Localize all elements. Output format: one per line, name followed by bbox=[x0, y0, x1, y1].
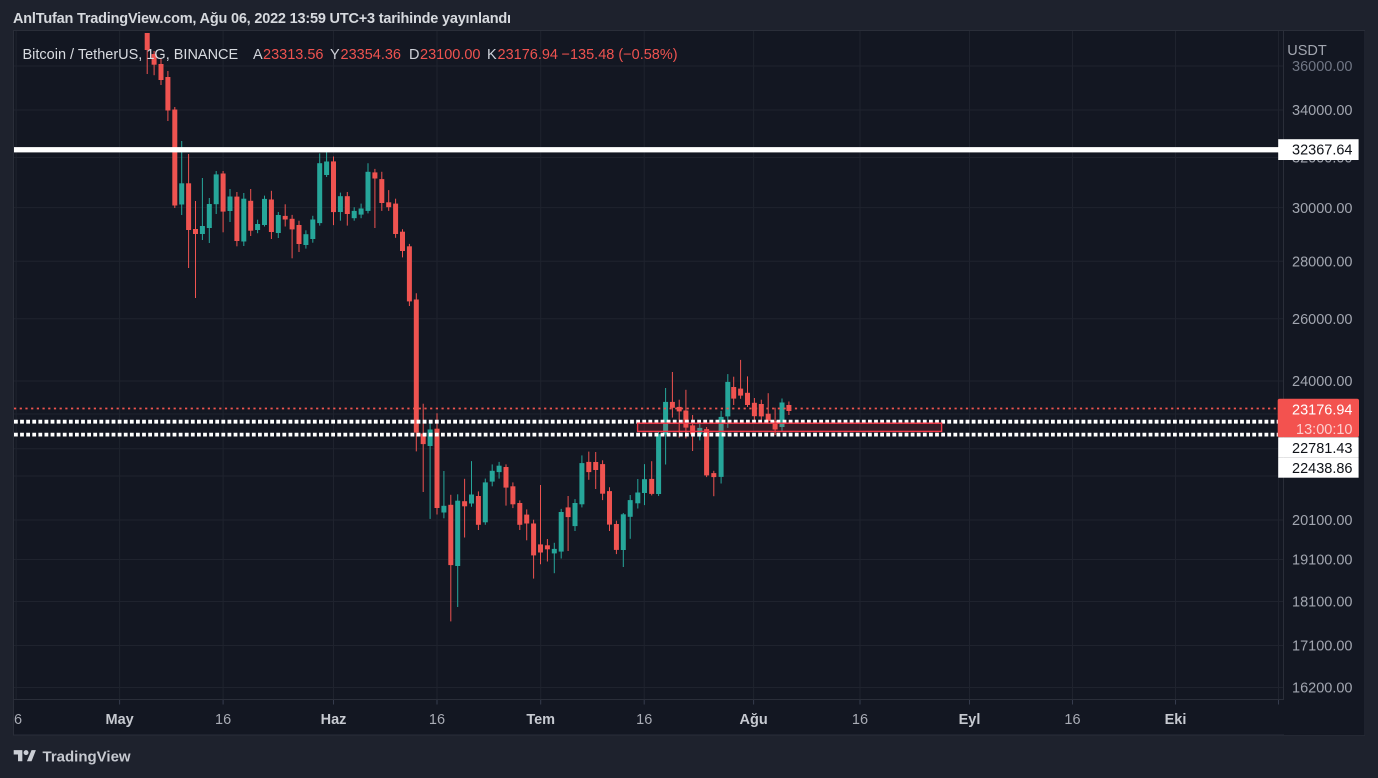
svg-text:TradingView: TradingView bbox=[43, 749, 131, 766]
svg-text:16: 16 bbox=[852, 712, 868, 728]
svg-text:30000.00: 30000.00 bbox=[1292, 201, 1352, 217]
svg-text:22781.43: 22781.43 bbox=[1292, 441, 1352, 457]
svg-text:16200.00: 16200.00 bbox=[1292, 681, 1352, 697]
svg-text:K: K bbox=[487, 47, 497, 63]
svg-text:23176.94: 23176.94 bbox=[498, 47, 558, 63]
svg-text:16: 16 bbox=[1064, 712, 1080, 728]
svg-text:18100.00: 18100.00 bbox=[1292, 595, 1352, 611]
svg-text:Ağu: Ağu bbox=[740, 712, 768, 728]
svg-text:13:00:10: 13:00:10 bbox=[1296, 422, 1352, 438]
svg-text:23176.94: 23176.94 bbox=[1292, 403, 1352, 419]
svg-text:23313.56: 23313.56 bbox=[263, 47, 323, 63]
svg-text:17100.00: 17100.00 bbox=[1292, 639, 1352, 655]
svg-text:Haz: Haz bbox=[321, 712, 347, 728]
svg-text:34000.00: 34000.00 bbox=[1292, 103, 1352, 119]
svg-text:16: 16 bbox=[215, 712, 231, 728]
svg-text:D: D bbox=[409, 47, 419, 63]
svg-text:Bitcoin / TetherUS, 1G, BINANC: Bitcoin / TetherUS, 1G, BINANCE bbox=[23, 47, 239, 63]
svg-text:24000.00: 24000.00 bbox=[1292, 374, 1352, 390]
svg-text:19100.00: 19100.00 bbox=[1292, 553, 1352, 569]
svg-text:A: A bbox=[253, 47, 263, 63]
svg-text:22438.86: 22438.86 bbox=[1292, 461, 1352, 477]
svg-text:16: 16 bbox=[429, 712, 445, 728]
svg-text:Tem: Tem bbox=[526, 712, 555, 728]
svg-text:26000.00: 26000.00 bbox=[1292, 312, 1352, 328]
svg-text:28000.00: 28000.00 bbox=[1292, 254, 1352, 270]
svg-text:23354.36: 23354.36 bbox=[341, 47, 401, 63]
svg-text:20100.00: 20100.00 bbox=[1292, 513, 1352, 529]
svg-text:16: 16 bbox=[636, 712, 652, 728]
svg-text:32367.64: 32367.64 bbox=[1292, 143, 1352, 159]
svg-text:May: May bbox=[105, 712, 133, 728]
svg-text:6: 6 bbox=[14, 712, 22, 728]
svg-text:USDT: USDT bbox=[1287, 43, 1327, 59]
svg-text:Eki: Eki bbox=[1165, 712, 1187, 728]
svg-text:23100.00: 23100.00 bbox=[420, 47, 480, 63]
svg-text:Eyl: Eyl bbox=[959, 712, 981, 728]
svg-text:36000.00: 36000.00 bbox=[1292, 59, 1352, 75]
svg-text:−135.48 (−0.58%): −135.48 (−0.58%) bbox=[562, 47, 678, 63]
svg-text:Y: Y bbox=[330, 47, 340, 63]
svg-text:AnlTufan TradingView.com, Ağu: AnlTufan TradingView.com, Ağu 06, 2022 1… bbox=[13, 11, 511, 27]
